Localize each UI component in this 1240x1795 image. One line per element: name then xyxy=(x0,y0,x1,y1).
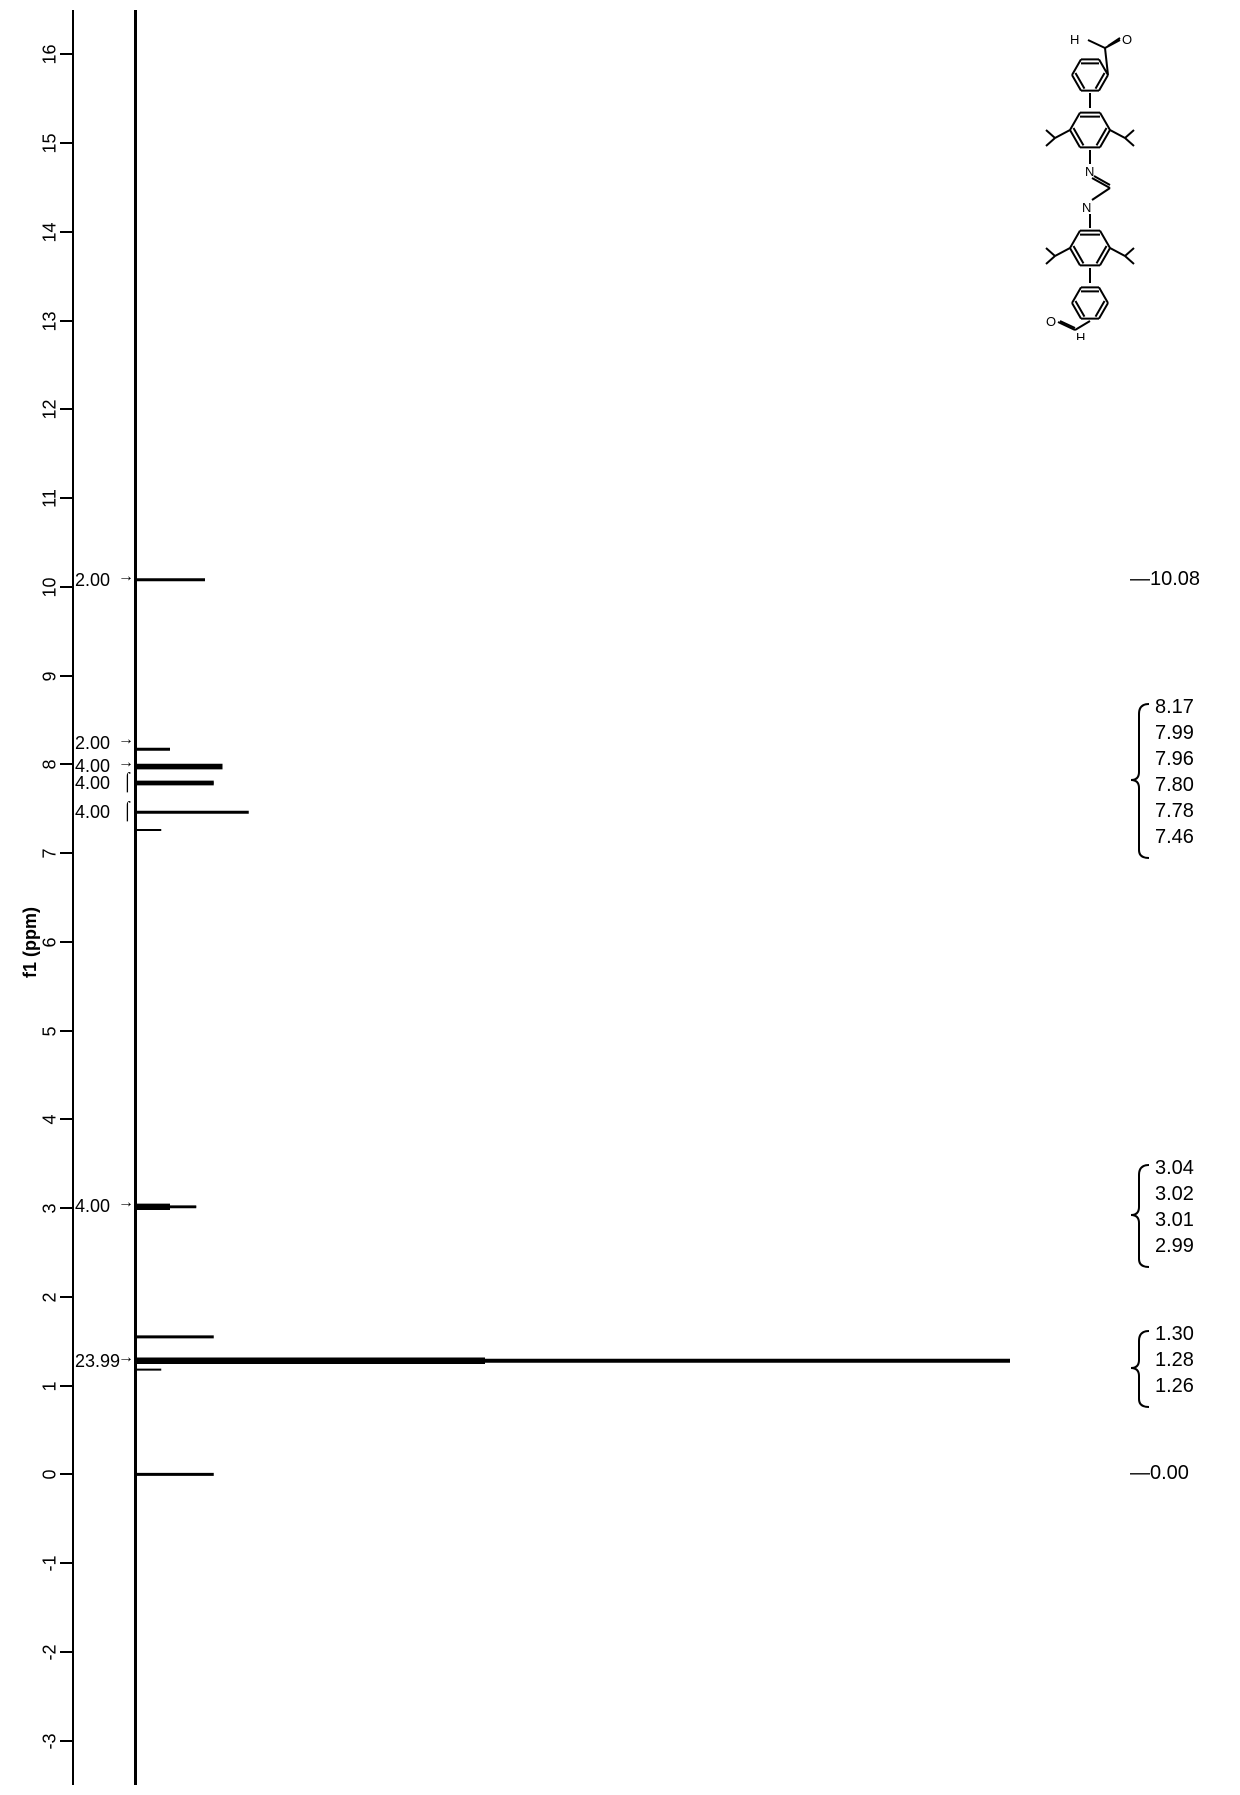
peak-value: 1.30 xyxy=(1155,1323,1194,1346)
integration-value: 2.00 xyxy=(75,733,110,754)
peak-bracket xyxy=(1127,1327,1157,1415)
integration-tick-mark: → xyxy=(118,731,131,749)
peak-value: 7.46 xyxy=(1155,826,1194,849)
chemical-structure: H O N N O H xyxy=(960,30,1220,340)
peak-value: 7.80 xyxy=(1155,774,1194,797)
peak-value: 7.78 xyxy=(1155,800,1194,823)
integration-value: 4.00 xyxy=(75,773,110,794)
integration-curve-mark: ⌠ xyxy=(122,800,133,821)
peak-bracket xyxy=(1127,1161,1157,1275)
peak-value: —10.08 xyxy=(1130,568,1200,591)
peak-value: 1.28 xyxy=(1155,1349,1194,1372)
integration-tick-mark: → xyxy=(118,568,131,586)
peak-value: 1.26 xyxy=(1155,1375,1194,1398)
integration-tick-mark: → xyxy=(118,1349,131,1367)
integration-curve-mark: ⌠ xyxy=(122,771,133,792)
peak-bracket xyxy=(1127,700,1157,866)
peak-value: 2.99 xyxy=(1155,1235,1194,1258)
peak-value: 8.17 xyxy=(1155,696,1194,719)
peak-value: 7.99 xyxy=(1155,722,1194,745)
peak-value: 3.02 xyxy=(1155,1183,1194,1206)
svg-text:H: H xyxy=(1076,330,1085,340)
peak-value: 3.04 xyxy=(1155,1157,1194,1180)
svg-text:O: O xyxy=(1046,314,1056,329)
integration-value: 4.00 xyxy=(75,802,110,823)
integration-tick-mark: → xyxy=(118,1194,131,1212)
peak-value: 3.01 xyxy=(1155,1209,1194,1232)
peak-value: 7.96 xyxy=(1155,748,1194,771)
svg-text:H: H xyxy=(1070,32,1079,47)
svg-text:N: N xyxy=(1082,200,1091,215)
integration-value: 23.99 xyxy=(75,1351,120,1372)
svg-text:N: N xyxy=(1085,164,1094,179)
integration-value: 4.00 xyxy=(75,1196,110,1217)
integration-tick-mark: → xyxy=(118,754,131,772)
svg-text:O: O xyxy=(1122,32,1132,47)
peak-value: —0.00 xyxy=(1130,1462,1189,1485)
nmr-spectrum-figure: f1 (ppm) -3-2-1012345678910111213141516 … xyxy=(0,0,1240,1795)
integration-value: 2.00 xyxy=(75,570,110,591)
